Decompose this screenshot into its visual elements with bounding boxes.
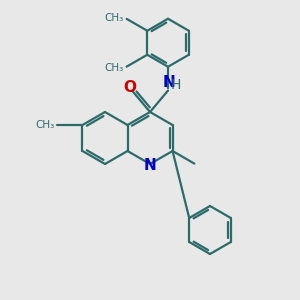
Text: N: N (163, 75, 176, 90)
Text: CH₃: CH₃ (104, 13, 124, 23)
Text: N: N (144, 158, 156, 172)
Text: O: O (124, 80, 136, 95)
Text: H: H (171, 78, 181, 92)
Text: CH₃: CH₃ (104, 63, 124, 73)
Text: CH₃: CH₃ (35, 120, 54, 130)
